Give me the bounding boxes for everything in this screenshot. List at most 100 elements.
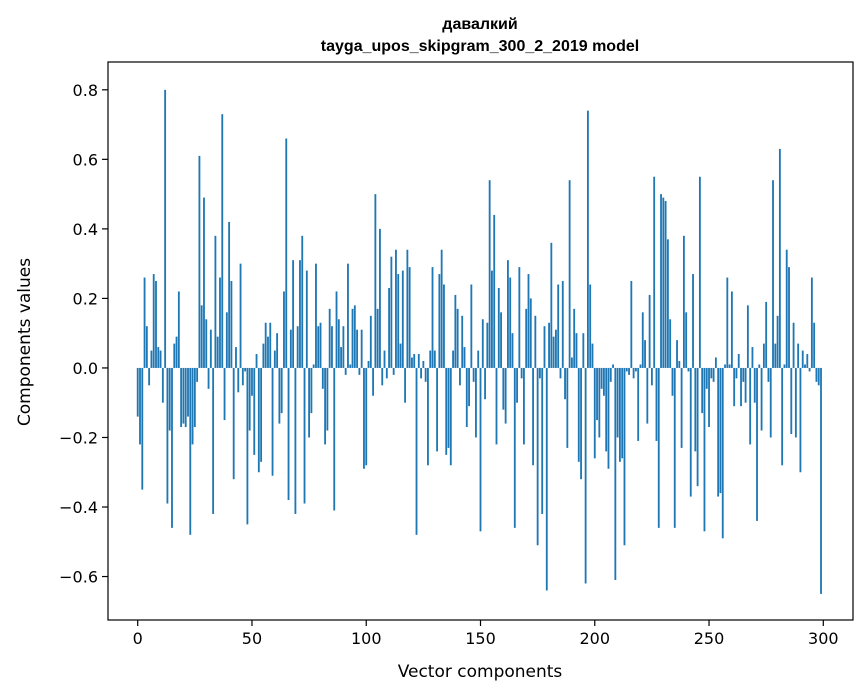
bar-component-21 <box>184 367 187 428</box>
bar-component-43 <box>235 347 237 368</box>
bar-component-240 <box>685 312 688 368</box>
bar-component-25 <box>193 367 196 428</box>
bar-component-218 <box>634 367 637 372</box>
bar-component-108 <box>383 350 386 368</box>
bar-component-257 <box>724 364 726 368</box>
bar-component-137 <box>449 367 452 466</box>
bar-component-50 <box>251 367 253 396</box>
bar-component-2 <box>141 367 144 490</box>
bar-component-280 <box>776 315 779 368</box>
bar-component-109 <box>385 367 388 379</box>
bar-component-236 <box>676 340 678 368</box>
bar-component-5 <box>148 367 151 386</box>
bar-component-293 <box>806 354 809 368</box>
bar-component-146 <box>470 284 473 368</box>
bar-component-244 <box>694 367 697 452</box>
bar-component-227 <box>655 367 658 441</box>
bar-component-285 <box>788 267 790 368</box>
bar-component-265 <box>742 367 745 382</box>
bar-component-83 <box>326 367 329 431</box>
bar-component-204 <box>602 367 605 396</box>
bar-component-53 <box>257 367 260 473</box>
bar-component-6 <box>150 350 153 368</box>
bar-component-68 <box>292 260 295 368</box>
bar-component-270 <box>753 367 756 403</box>
bar-component-10 <box>159 350 162 368</box>
bar-component-190 <box>571 357 573 368</box>
bar-component-185 <box>559 367 562 379</box>
bar-component-279 <box>774 343 777 368</box>
bar-component-268 <box>749 367 752 445</box>
bar-component-127 <box>427 367 429 466</box>
bar-component-183 <box>555 329 557 368</box>
bar-component-202 <box>598 367 601 438</box>
bar-component-195 <box>582 333 585 368</box>
bar-component-163 <box>509 277 512 368</box>
bar-component-200 <box>593 367 596 459</box>
bar-component-49 <box>248 367 251 431</box>
bar-component-207 <box>609 367 612 382</box>
bar-component-106 <box>379 228 381 368</box>
bar-component-196 <box>584 367 587 584</box>
bar-component-71 <box>299 260 301 368</box>
bar-component-288 <box>794 367 797 438</box>
bar-component-65 <box>285 138 288 368</box>
bar-component-201 <box>596 367 598 421</box>
bar-component-9 <box>157 347 160 368</box>
bar-component-287 <box>792 322 795 368</box>
bar-component-234 <box>671 367 674 396</box>
bar-component-154 <box>488 180 491 368</box>
bar-component-143 <box>463 347 466 368</box>
bar-component-298 <box>817 367 820 386</box>
bar-component-159 <box>500 312 502 368</box>
bar-component-264 <box>740 367 742 407</box>
bar-component-54 <box>260 367 263 462</box>
bar-component-87 <box>335 291 338 368</box>
bar-component-79 <box>317 326 320 368</box>
bar-component-121 <box>413 354 416 368</box>
bar-component-151 <box>481 319 484 368</box>
bar-component-119 <box>408 267 411 368</box>
bar-component-235 <box>673 367 676 528</box>
bar-component-286 <box>790 367 793 434</box>
bar-component-84 <box>328 308 331 368</box>
x-tick-label: 150 <box>465 629 496 648</box>
bar-component-155 <box>491 270 493 368</box>
bar-component-167 <box>518 267 521 368</box>
bar-component-209 <box>614 367 617 581</box>
bar-component-256 <box>721 367 724 539</box>
bar-component-140 <box>456 308 459 368</box>
bar-component-16 <box>173 343 176 368</box>
bar-component-222 <box>644 340 646 368</box>
bar-component-8 <box>155 281 157 368</box>
bar-component-272 <box>758 364 761 368</box>
bar-component-162 <box>507 260 509 368</box>
bar-component-258 <box>726 277 729 368</box>
bar-component-210 <box>616 367 619 438</box>
bar-component-149 <box>477 350 480 368</box>
bar-component-245 <box>696 367 699 487</box>
bar-component-47 <box>244 367 247 372</box>
bar-component-226 <box>653 176 656 368</box>
bar-component-242 <box>689 367 692 497</box>
bar-component-255 <box>719 367 722 494</box>
bar-component-61 <box>276 333 279 368</box>
bar-component-130 <box>433 350 436 368</box>
bar-component-80 <box>319 322 322 368</box>
y-tick-label: −0.2 <box>59 428 98 447</box>
bar-component-85 <box>331 326 333 368</box>
bar-component-172 <box>529 298 532 368</box>
bar-component-23 <box>189 367 192 535</box>
bar-component-157 <box>495 367 498 445</box>
bar-component-139 <box>454 294 457 368</box>
bar-component-17 <box>175 336 178 368</box>
bar-component-283 <box>783 364 786 368</box>
y-axis-ticks: −0.6 −0.4 −0.2 0.0 0.2 0.4 0.6 0.8 <box>59 81 108 587</box>
bar-component-34 <box>214 235 217 368</box>
bar-component-62 <box>278 367 281 424</box>
x-tick-label: 50 <box>242 629 262 648</box>
bar-component-29 <box>203 197 205 368</box>
plot-frame <box>107 61 854 621</box>
bar-component-176 <box>539 367 541 379</box>
bar-component-133 <box>440 249 443 368</box>
